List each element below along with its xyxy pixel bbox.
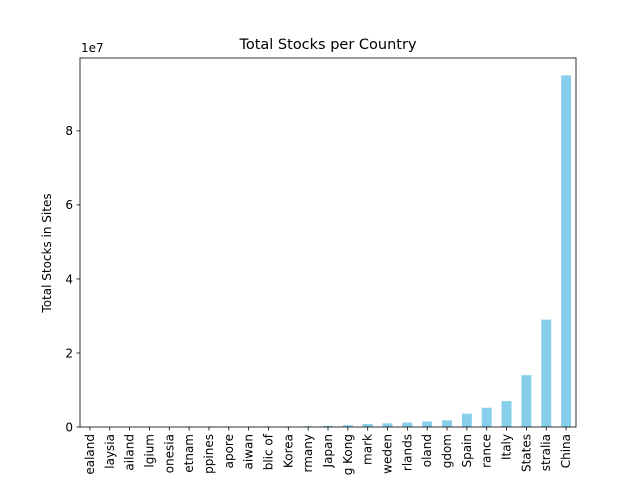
y-tick-label: 8: [65, 124, 73, 138]
x-tick-label: onesia: [162, 434, 176, 473]
x-tick-label: China: [559, 434, 573, 468]
x-tick-label: etnam: [182, 434, 196, 473]
x-tick-label: aiwan: [242, 434, 256, 469]
x-tick-label: Italy: [500, 434, 514, 460]
x-tick-label: mark: [361, 434, 375, 465]
x-tick-label: ealand: [83, 434, 97, 475]
y-tick-label: 4: [65, 272, 73, 286]
y-tick-label: 6: [65, 198, 73, 212]
bar: [382, 423, 393, 427]
x-tick-label: blic of: [261, 433, 275, 470]
y-ticks-layer: 0 2 4 6 8: [65, 124, 80, 434]
x-tick-label: States: [519, 434, 533, 472]
bar: [561, 75, 572, 428]
x-tick-label: ppines: [202, 434, 216, 474]
bar: [323, 425, 333, 427]
x-tick-label: lgium: [142, 434, 156, 468]
bar: [402, 422, 413, 427]
bar: [362, 424, 373, 427]
bar: [422, 421, 433, 427]
y-tick-label: 0: [65, 420, 73, 434]
x-tick-label: rmany: [301, 434, 315, 472]
x-tick-label: laysia: [103, 434, 117, 469]
x-tick-label: Korea: [281, 434, 295, 468]
x-tick-label: rlands: [400, 434, 414, 471]
bars-layer: [84, 75, 572, 428]
plot-area-frame: [79, 57, 577, 428]
y-tick-label: 2: [65, 346, 73, 360]
bar: [481, 407, 492, 427]
x-tick-label: Japan: [321, 434, 335, 468]
bar: [461, 413, 472, 427]
x-ticks-layer: ealand laysia ailand lgium onesia etnam ppines…: [83, 427, 573, 475]
x-tick-label: rance: [480, 434, 494, 468]
chart-title: Total Stocks per Country: [238, 37, 416, 53]
bar: [541, 319, 552, 427]
bar: [521, 375, 532, 427]
y-axis-label: Total Stocks in Sites: [40, 193, 54, 313]
bar: [442, 420, 452, 427]
x-tick-label: stralia: [539, 434, 553, 471]
x-tick-label: Spain: [460, 434, 474, 468]
x-tick-label: apore: [222, 434, 236, 468]
x-tick-label: oland: [420, 434, 434, 467]
x-tick-label: ailand: [123, 434, 137, 471]
y-axis-offset-label: 1e7: [81, 41, 104, 55]
bar: [342, 425, 353, 427]
bar: [501, 401, 512, 427]
x-tick-label: gdom: [440, 434, 454, 468]
x-tick-label: g Kong: [341, 434, 355, 475]
x-tick-label: weden: [381, 434, 395, 474]
